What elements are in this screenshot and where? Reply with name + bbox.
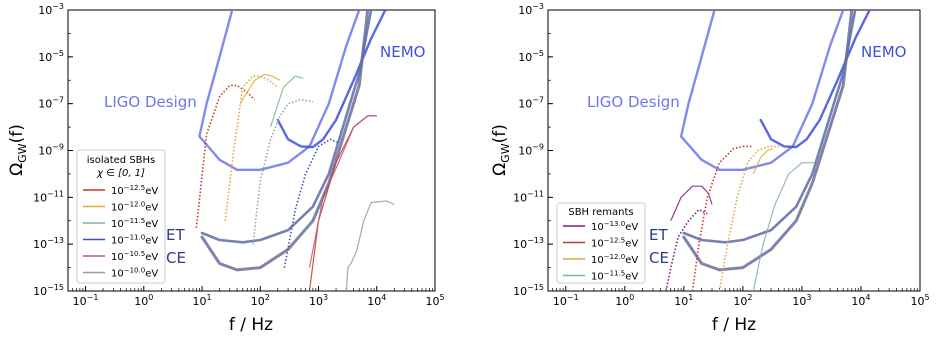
x-tick-label: 102 <box>733 293 752 308</box>
x-tick-label: 101 <box>674 293 693 308</box>
series-line-2-solid <box>752 148 773 175</box>
x-tick-label: 102 <box>251 293 270 308</box>
legend-entry: 10−11.0eV <box>111 234 158 247</box>
y-axis-label: ΩGW(f) <box>7 124 29 176</box>
legend-entry: 10−12.5eV <box>591 237 638 250</box>
left-panel: 10−1 100 101 102 103 104 105 10−15 10−13 10−11 10−… <box>7 2 445 335</box>
detector-label-ce: CE <box>166 249 186 267</box>
legend-frame <box>76 149 166 284</box>
series-line-1-dotted <box>691 145 754 291</box>
series-line-3-solid <box>752 162 814 291</box>
legend-entry: 10−10.5eV <box>111 250 158 263</box>
legend: isolated SBHs χ ∈ [0, 1] 10−12.5eV 10−12.… <box>76 149 166 284</box>
series-line-4-solid <box>308 115 377 268</box>
y-axis-label: ΩGW(f) <box>490 124 512 176</box>
x-tick-label: 105 <box>425 293 444 308</box>
legend-entry: 10−12.0eV <box>111 201 158 214</box>
detector-label-et: ET <box>166 226 185 244</box>
x-tick-label: 103 <box>309 293 328 308</box>
detector-curve-et <box>682 10 857 244</box>
x-tick-label: 10−1 <box>553 293 579 308</box>
y-tick-label: 10−3 <box>38 2 64 17</box>
y-tick-label: 10−15 <box>33 283 64 298</box>
legend-subtitle: χ ∈ [0, 1] <box>96 168 145 179</box>
legend: SBH remants 10−13.0eV 10−12.5eV 10−12.0eV 1… <box>556 202 646 284</box>
x-tick-label: 100 <box>615 293 634 308</box>
x-tick-label: 100 <box>134 293 153 308</box>
x-tick-label: 104 <box>851 293 870 308</box>
x-tick-label: 104 <box>367 293 386 308</box>
detector-curve-nemo <box>276 10 387 149</box>
detector-label-et: ET <box>649 226 668 244</box>
legend-entry: 10−13.0eV <box>591 220 638 233</box>
series-line-3-dotted <box>283 138 340 268</box>
legend-entry: 10−11.5eV <box>111 217 158 230</box>
y-tick-label: 10−7 <box>38 96 64 111</box>
x-tick-label: 101 <box>192 293 211 308</box>
y-tick-label: 10−7 <box>518 96 544 111</box>
x-axis-label: f / Hz <box>712 315 756 335</box>
detector-label-nemo: NEMO <box>380 43 425 61</box>
series-line-5-solid <box>345 200 395 291</box>
legend-frame <box>556 202 646 284</box>
x-tick-label: 105 <box>910 293 929 308</box>
detector-curve-ligo-design <box>198 10 361 172</box>
y-tick-label: 10−11 <box>33 189 64 204</box>
legend-entry: 10−11.5eV <box>591 270 638 283</box>
detector-curve-nemo <box>759 10 871 149</box>
legend-entry: 10−12.0eV <box>591 253 638 266</box>
detector-label-ligo-design: LIGO Design <box>587 93 680 111</box>
series-line-1-dotted <box>224 75 279 221</box>
series-line-1-solid <box>239 73 281 105</box>
x-axis-label: f / Hz <box>229 315 273 335</box>
series-line-0-dotted <box>665 208 708 291</box>
y-tick-label: 10−5 <box>38 49 64 64</box>
legend-entry: 10−12.5eV <box>111 184 158 197</box>
detector-label-ce: CE <box>649 249 669 267</box>
x-tick-label: 10−1 <box>73 293 99 308</box>
detector-curve-ce <box>200 10 370 272</box>
detector-curve-ligo-design <box>679 10 845 172</box>
detector-label-ligo-design: LIGO Design <box>104 93 197 111</box>
legend-entry: 10−10.0eV <box>111 267 158 280</box>
y-tick-label: 10−3 <box>518 2 544 17</box>
detector-curve-et <box>200 10 373 244</box>
y-tick-label: 10−9 <box>38 143 64 158</box>
detector-label-nemo: NEMO <box>861 43 906 61</box>
y-tick-label: 10−9 <box>518 143 544 158</box>
series-line-2-dotted <box>252 98 314 245</box>
y-tick-label: 10−15 <box>513 283 544 298</box>
legend-title: SBH remants <box>568 207 633 218</box>
detector-curve-ce <box>682 10 854 272</box>
legend-title: isolated SBHs <box>87 155 156 166</box>
x-tick-label: 103 <box>792 293 811 308</box>
y-tick-label: 10−5 <box>518 49 544 64</box>
y-tick-label: 10−13 <box>33 236 64 251</box>
right-panel: 10−1 100 101 102 103 104 105 10−15 10−13 10−11 10−… <box>490 2 930 335</box>
series-line-0-solid <box>670 185 713 222</box>
y-tick-label: 10−11 <box>513 189 544 204</box>
y-tick-label: 10−13 <box>513 236 544 251</box>
series-line-2-solid <box>269 75 304 128</box>
